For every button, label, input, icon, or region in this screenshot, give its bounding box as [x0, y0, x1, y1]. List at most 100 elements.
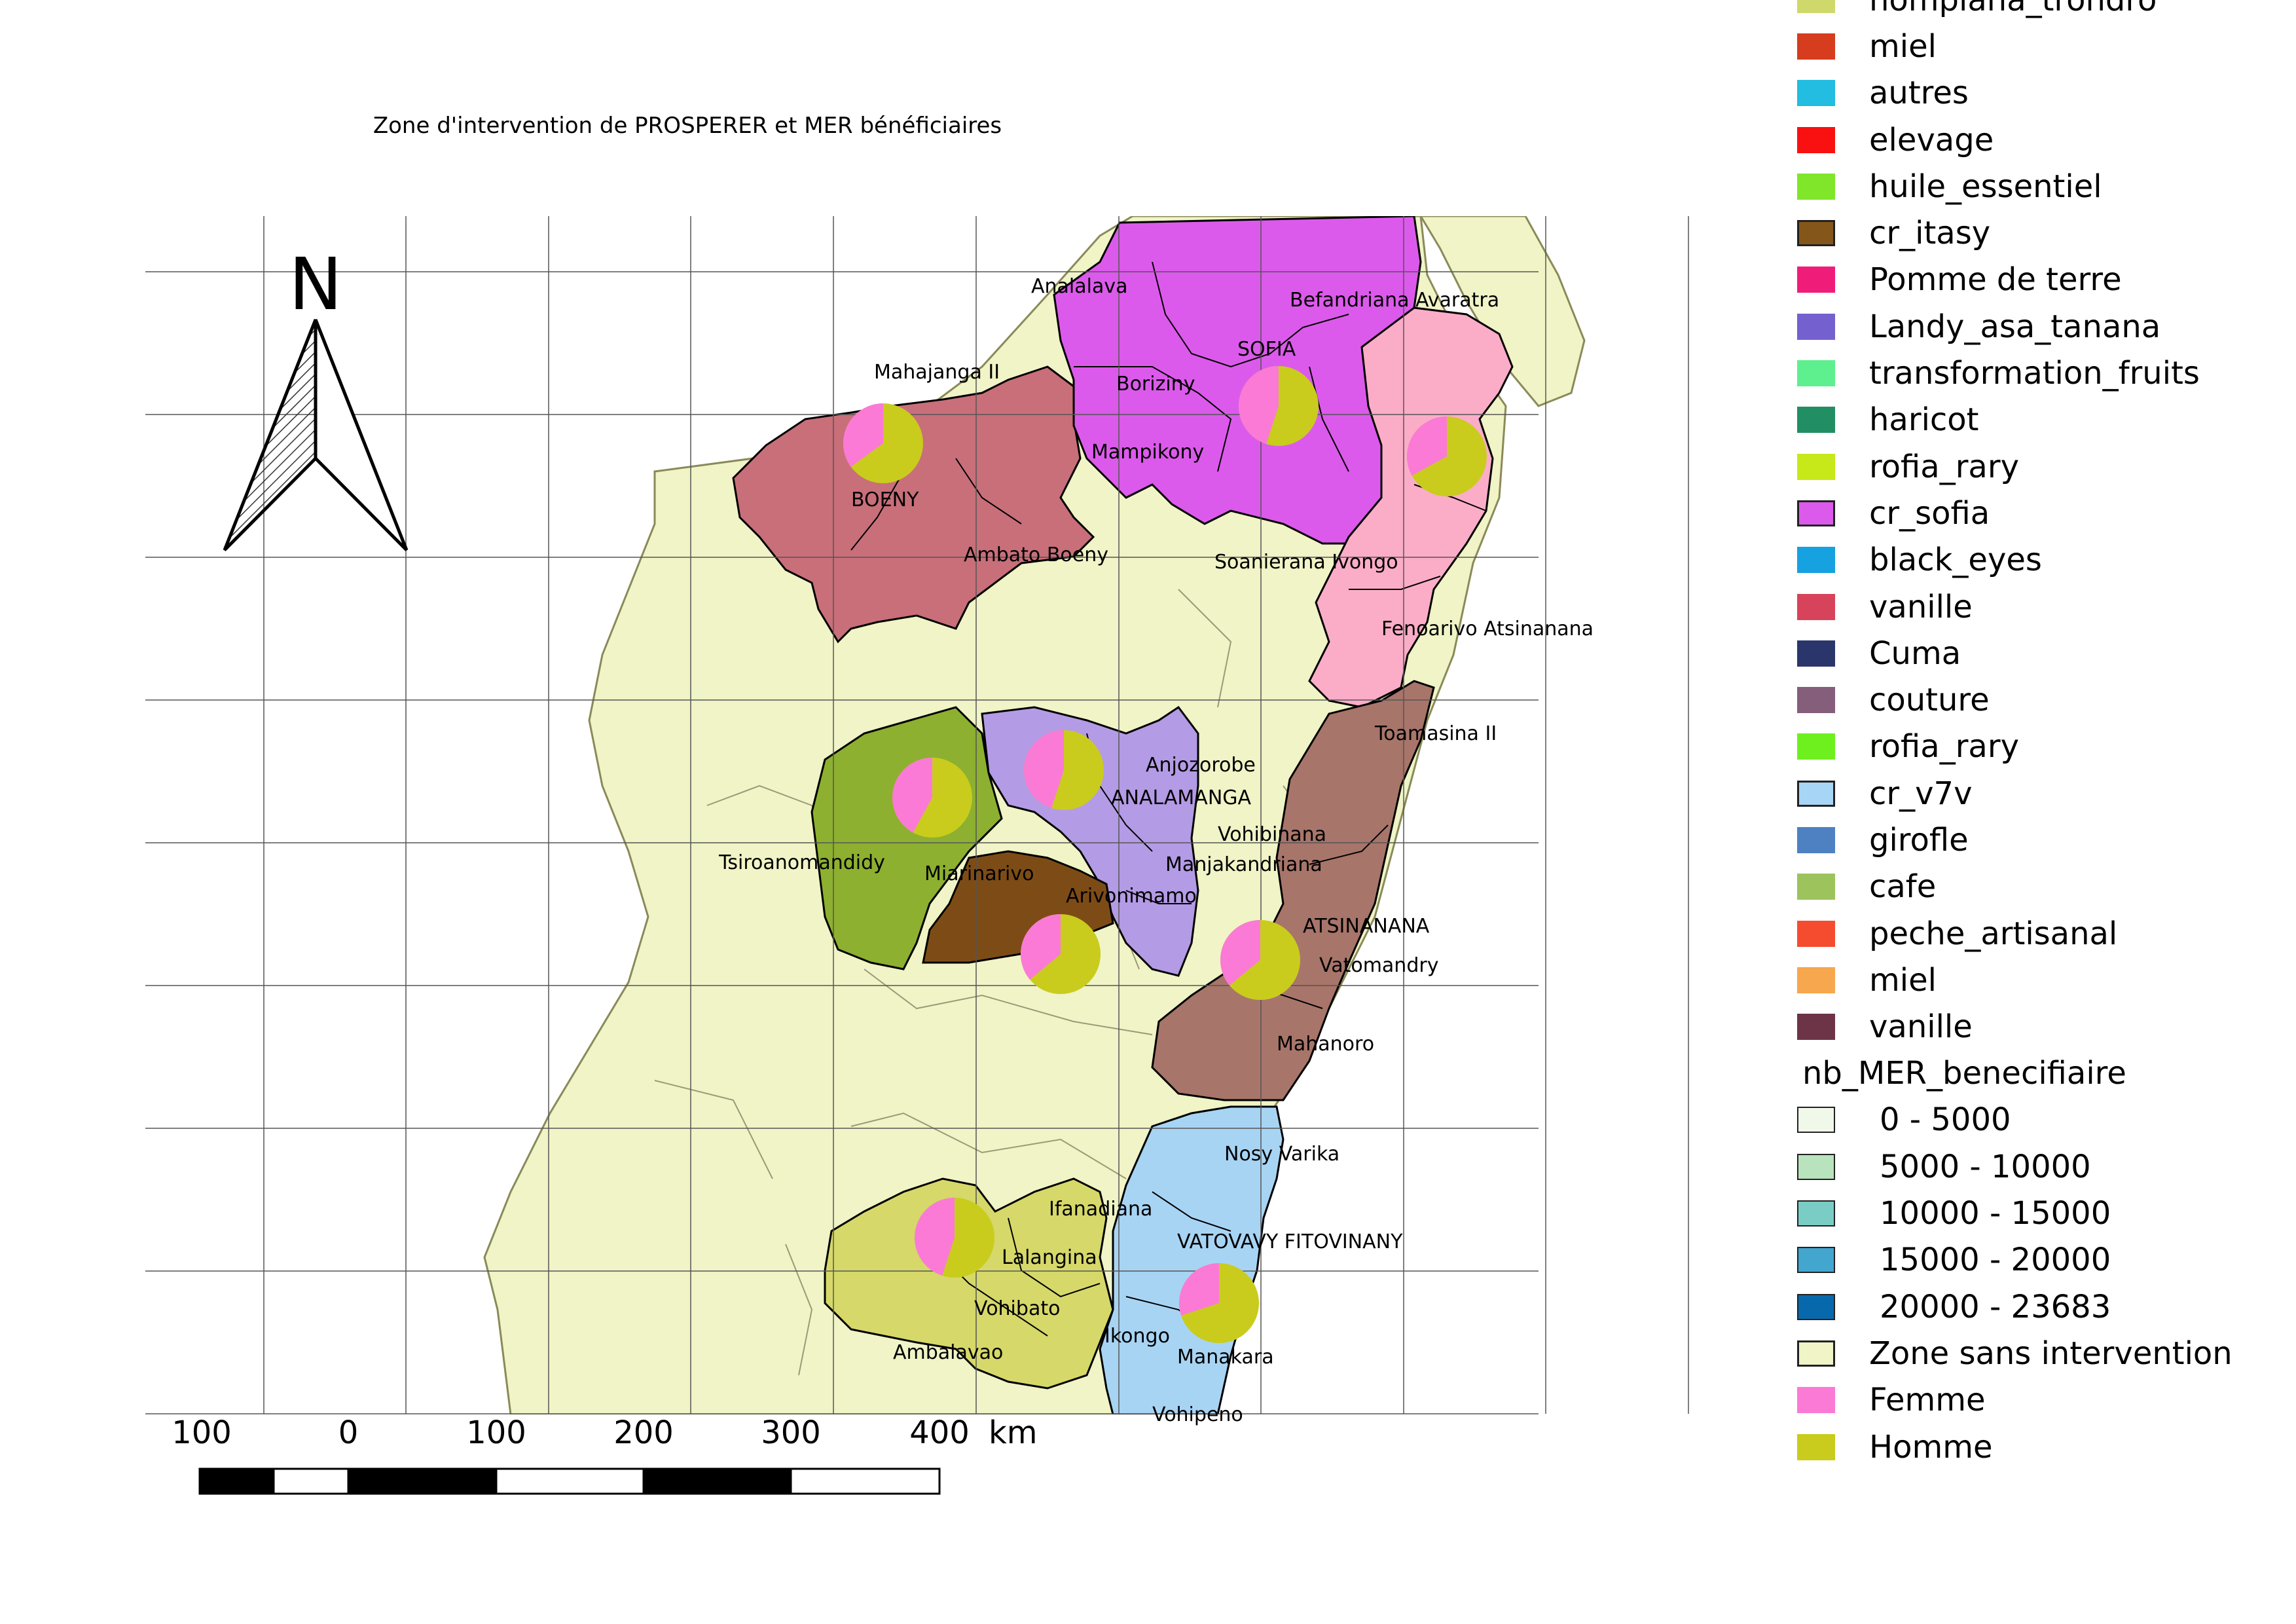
label-analalava: Analalava — [1031, 275, 1128, 298]
legend-swatch — [1797, 453, 1835, 480]
legend-item: black_eyes — [1797, 537, 2295, 583]
label-vohibato: Vohibato — [974, 1297, 1060, 1320]
label-mahanoro: Mahanoro — [1277, 1033, 1374, 1056]
label-vohibinana: Vohibinana — [1218, 823, 1326, 846]
label-lalangina: Lalangina — [1002, 1246, 1097, 1269]
scale-tick-label: 0 — [338, 1414, 359, 1451]
legend-item: miel — [1797, 23, 2295, 69]
region-atsinanana[interactable] — [1151, 680, 1435, 1101]
legend-swatch — [1797, 1107, 1835, 1134]
legend-label: Homme — [1869, 1428, 1993, 1466]
legend-swatch — [1797, 267, 1835, 293]
legend-swatch — [1797, 313, 1835, 340]
label-vatomandry: Vatomandry — [1319, 954, 1438, 977]
pie-haute-matsiatra — [915, 1198, 994, 1278]
legend-item: rofia_rary — [1797, 443, 2295, 490]
legend-label: girofle — [1869, 821, 1969, 858]
legend-item: vanille — [1797, 1004, 2295, 1050]
pie-boeny — [843, 403, 923, 483]
region-sofia[interactable] — [1053, 216, 1422, 545]
label-vohipeno: Vohipeno — [1152, 1403, 1243, 1426]
legend-item: Pomme de terre — [1797, 257, 2295, 303]
legend-label: haricot — [1869, 401, 1979, 439]
label-sofia: SOFIA — [1237, 338, 1296, 361]
legend-label: autres — [1869, 75, 1969, 112]
legend-swatch — [1797, 0, 1835, 13]
label-fenoarivo: Fenoarivo Atsinanana — [1381, 618, 1594, 640]
pie-slice-femme — [1179, 1263, 1219, 1316]
legend-swatch — [1797, 967, 1835, 993]
label-mampikony: Mampikony — [1091, 441, 1204, 464]
legend-item: haricot — [1797, 397, 2295, 443]
label-manjakandriana: Manjakandriana — [1165, 853, 1322, 876]
legend-label: cr_itasy — [1869, 215, 1991, 252]
region-vatovavy-fitovinany[interactable] — [1099, 1105, 1285, 1414]
legend-swatch — [1797, 1200, 1835, 1227]
pie-bongolava — [892, 758, 972, 838]
legend-item: Homme — [1797, 1424, 2295, 1470]
label-nosy-varika: Nosy Varika — [1224, 1143, 1339, 1166]
legend: nompiana_trondromiel autres elevage huile_e… — [1797, 0, 2295, 1470]
legend-swatch — [1797, 874, 1835, 900]
scale-tick-label: 400 — [909, 1414, 970, 1451]
legend-item: peche_artisanal — [1797, 910, 2295, 957]
pie-analanjirofo — [1407, 416, 1487, 496]
legend-swatch — [1797, 593, 1835, 620]
pie-slice-femme — [915, 1198, 955, 1276]
legend-swatch — [1797, 1340, 1835, 1367]
label-anjozorobe: Anjozorobe — [1146, 754, 1256, 777]
legend-item: cr_v7v — [1797, 770, 2295, 817]
scale-tick-label: 300 — [761, 1414, 821, 1451]
legend-label: elevage — [1869, 121, 1994, 158]
scale-bar-graphic — [198, 1467, 941, 1495]
legend-swatch — [1797, 33, 1835, 60]
legend-label: Landy_asa_tanana — [1869, 308, 2161, 345]
legend-item: Cuma — [1797, 630, 2295, 676]
legend-label: Zone sans intervention — [1869, 1335, 2232, 1372]
legend-item: vanille — [1797, 583, 2295, 630]
legend-nb-heading: nb_MER_benecifiaire — [1802, 1055, 2126, 1092]
map-title: Zone d'intervention de PROSPERER et MER … — [373, 113, 1002, 139]
legend-item: 20000 - 23683 — [1797, 1283, 2295, 1330]
legend-label: 0 - 5000 — [1880, 1101, 2011, 1139]
label-ambalavao: Ambalavao — [893, 1341, 1003, 1364]
legend-swatch — [1797, 1014, 1835, 1041]
label-vatovavy: VATOVAVY FITOVINANY — [1177, 1230, 1403, 1253]
legend-item: cr_itasy — [1797, 210, 2295, 256]
legend-swatch — [1797, 640, 1835, 667]
legend-swatch — [1797, 360, 1835, 387]
pie-slice-femme — [1238, 366, 1279, 445]
legend-item: Zone sans intervention — [1797, 1330, 2295, 1376]
region-analanjirofo[interactable] — [1308, 306, 1514, 709]
label-soanierana: Soanierana Ivongo — [1214, 551, 1398, 574]
scale-tick-label: 100 — [172, 1414, 232, 1451]
zone-sans-intervention-northeast — [1419, 216, 1586, 407]
legend-label: cafe — [1869, 868, 1937, 906]
region-boeny[interactable] — [732, 365, 1095, 644]
legend-item: cr_sofia — [1797, 490, 2295, 536]
label-boriziny: Boriziny — [1116, 373, 1195, 396]
pie-analamanga — [1024, 730, 1104, 810]
legend-swatch — [1797, 1153, 1835, 1180]
legend-swatch — [1797, 920, 1835, 947]
legend-swatch — [1797, 126, 1835, 153]
legend-swatch — [1797, 500, 1835, 526]
pie-vatovavy-fitovinany — [1179, 1263, 1259, 1343]
legend-swatch — [1797, 733, 1835, 760]
legend-item: cafe — [1797, 864, 2295, 910]
legend-item: huile_essentiel — [1797, 163, 2295, 210]
pie-slice-femme — [1024, 730, 1064, 809]
label-ambato-boeny: Ambato Boeny — [964, 544, 1108, 566]
scale-bar: 100 0 100 200 300 400 km — [172, 1414, 1038, 1506]
scale-unit: km — [989, 1414, 1038, 1451]
legend-label: 10000 - 15000 — [1880, 1195, 2111, 1232]
legend-label: rofia_rary — [1869, 448, 2019, 485]
label-mahajanga-ii: Mahajanga II — [874, 361, 1000, 384]
label-befandriana: Befandriana Avaratra — [1290, 289, 1499, 312]
pie-sofia — [1238, 366, 1319, 446]
legend-item: elevage — [1797, 117, 2295, 163]
legend-swatch — [1797, 547, 1835, 574]
legend-item: girofle — [1797, 817, 2295, 863]
legend-label: 15000 - 20000 — [1880, 1242, 2111, 1279]
